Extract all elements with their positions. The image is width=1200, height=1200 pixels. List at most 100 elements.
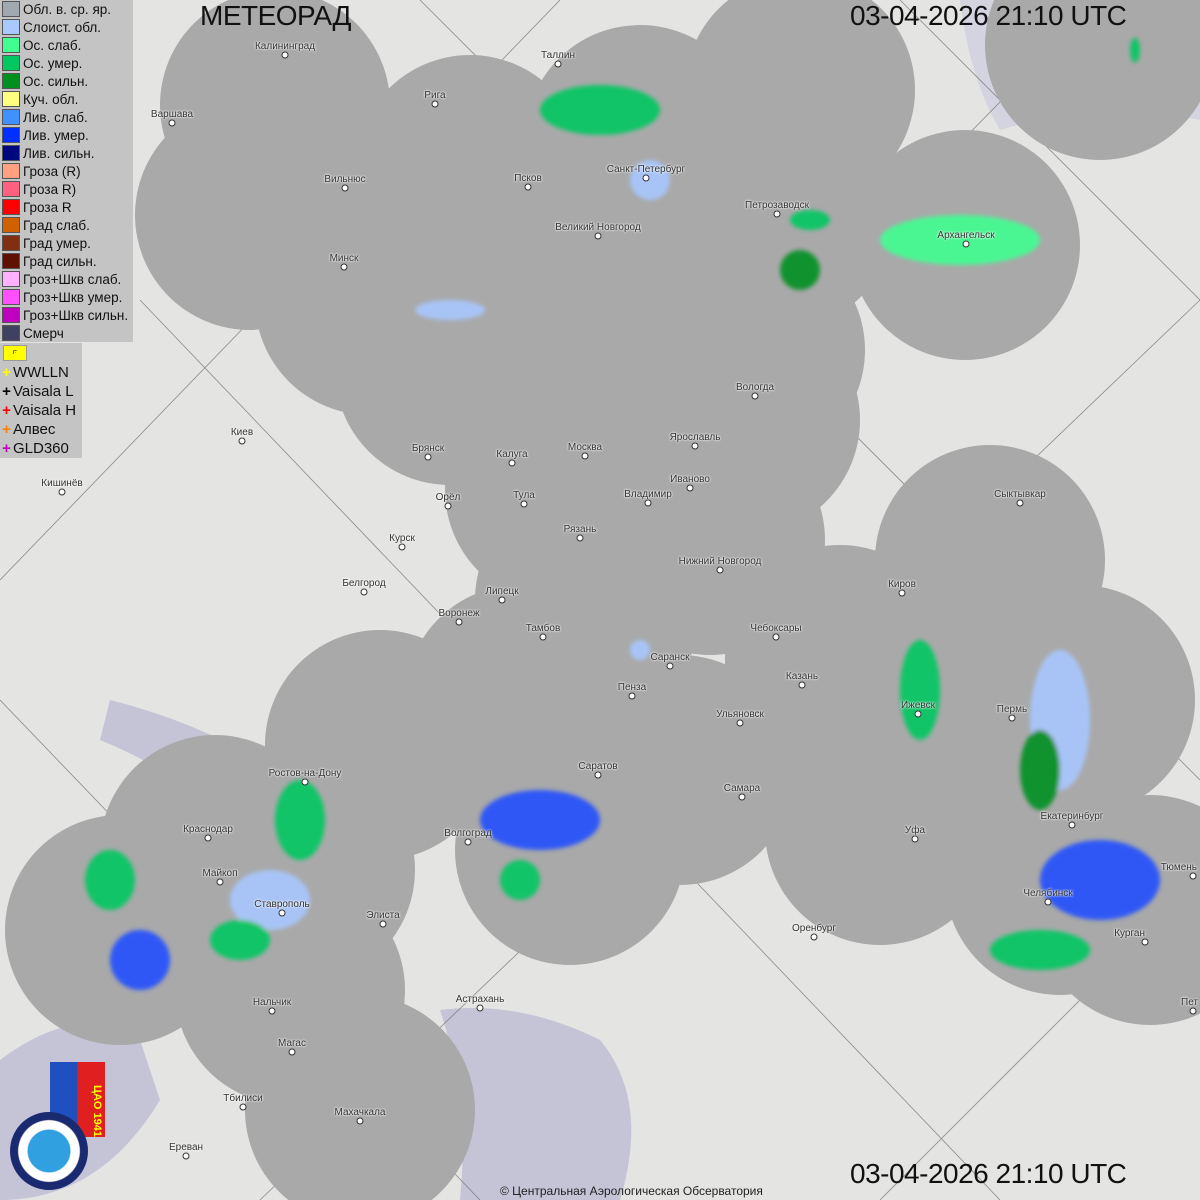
precipitation-layer	[85, 37, 1160, 990]
city-marker	[360, 588, 368, 596]
legend-swatch	[2, 91, 20, 107]
city-marker	[554, 60, 562, 68]
city-marker	[644, 499, 652, 507]
city-label: Оренбург	[791, 923, 837, 934]
precipitation-area	[415, 300, 485, 320]
radar-circle	[455, 735, 685, 965]
city-label: Ижевск	[900, 700, 936, 711]
city-label: Сыктывкар	[994, 489, 1046, 500]
city-label: Липецк	[485, 586, 519, 597]
precipitation-area	[1020, 730, 1060, 810]
legend-label: Град сильн.	[23, 253, 97, 269]
city-marker	[642, 174, 650, 182]
legend-item: Куч. обл.	[0, 90, 133, 108]
city-marker	[594, 232, 602, 240]
city-label: Калуга	[496, 449, 528, 460]
city-marker	[914, 710, 922, 718]
city-label: Нижний Новгород	[678, 556, 762, 567]
precipitation-area	[480, 790, 600, 850]
precipitation-area	[1040, 840, 1160, 920]
city-label: Пет	[1181, 997, 1198, 1008]
city-marker	[911, 835, 919, 843]
city-marker	[1141, 938, 1149, 946]
city-label: Тбилиси	[223, 1093, 263, 1104]
city-label: Чебоксары	[750, 623, 802, 634]
city-label: Белгород	[342, 578, 386, 589]
city-marker	[444, 502, 452, 510]
city-marker	[539, 633, 547, 641]
city-label: Вологда	[735, 382, 775, 393]
city-label: Магас	[278, 1038, 306, 1049]
city-marker	[1008, 714, 1016, 722]
lightning-source: + Vaisala L	[0, 382, 82, 401]
legend-swatch	[2, 181, 20, 197]
legend-swatch	[2, 289, 20, 305]
legend-item: Обл. в. ср. яр.	[0, 0, 133, 18]
city-label: Пенза	[617, 682, 647, 693]
lightning-cross-icon: +	[2, 364, 11, 381]
city-marker	[341, 184, 349, 192]
roshydromet-logo	[10, 1112, 88, 1190]
legend-swatch	[2, 271, 20, 287]
city-label: Великий Новгород	[555, 222, 641, 233]
city-marker	[691, 442, 699, 450]
city-label: Рига	[424, 90, 446, 101]
precipitation-area	[500, 860, 540, 900]
city-label: Варшава	[150, 109, 194, 120]
city-marker	[1016, 499, 1024, 507]
legend-label: Гроза R)	[23, 181, 77, 197]
city-marker	[898, 589, 906, 597]
radar-coverage	[5, 0, 1200, 1200]
legend-item: Гроза (R)	[0, 162, 133, 180]
city-marker	[628, 692, 636, 700]
city-label: Саратов	[578, 761, 618, 772]
city-marker	[716, 566, 724, 574]
radar-circle	[245, 995, 475, 1200]
legend-label: Гроз+Шкв умер.	[23, 289, 123, 305]
city-marker	[810, 933, 818, 941]
flag-icon[interactable]: ⟔	[3, 345, 27, 361]
city-marker	[424, 453, 432, 461]
legend-swatch	[2, 307, 20, 323]
city-label: Владимир	[624, 489, 672, 500]
city-marker	[431, 100, 439, 108]
lightning-label: Алвес	[13, 421, 56, 438]
city-label: Киев	[230, 427, 254, 438]
city-marker	[686, 484, 694, 492]
legend-item: Слоист. обл.	[0, 18, 133, 36]
radar-circle	[875, 445, 1105, 675]
legend-label: Обл. в. ср. яр.	[23, 1, 112, 17]
lightning-label: WWLLN	[13, 364, 69, 381]
city-marker	[520, 500, 528, 508]
city-label: Архангельск	[937, 230, 995, 241]
precipitation-area	[790, 210, 830, 230]
city-marker	[962, 240, 970, 248]
city-label: Махачкала	[334, 1107, 386, 1118]
precipitation-area	[110, 930, 170, 990]
legend-swatch	[2, 127, 20, 143]
city-label: Екатеринбург	[1040, 811, 1104, 822]
city-marker	[204, 834, 212, 842]
legend-item: Лив. умер.	[0, 126, 133, 144]
lightning-source: + GLD360	[0, 439, 82, 458]
precipitation-area	[275, 780, 325, 860]
legend-label: Куч. обл.	[23, 91, 79, 107]
city-label: Нальчик	[252, 997, 292, 1008]
legend-label: Гроза R	[23, 199, 72, 215]
lightning-label: Vaisala L	[13, 383, 74, 400]
legend-label: Смерч	[23, 325, 64, 341]
city-marker	[798, 681, 806, 689]
legend-swatch	[2, 217, 20, 233]
legend-swatch	[2, 55, 20, 71]
copyright: © Центральная Аэрологическая Обсерватори…	[500, 1184, 763, 1198]
legend-swatch	[2, 325, 20, 341]
city-label: Ростов-на-Дону	[268, 768, 342, 779]
legend-item: Смерч	[0, 324, 133, 342]
city-marker	[398, 543, 406, 551]
city-label: Астрахань	[455, 994, 505, 1005]
legend-label: Гроз+Шкв слаб.	[23, 271, 122, 287]
legend-label: Гроз+Шкв сильн.	[23, 307, 129, 323]
precipitation-area	[210, 920, 270, 960]
city-label: Тула	[513, 490, 535, 501]
